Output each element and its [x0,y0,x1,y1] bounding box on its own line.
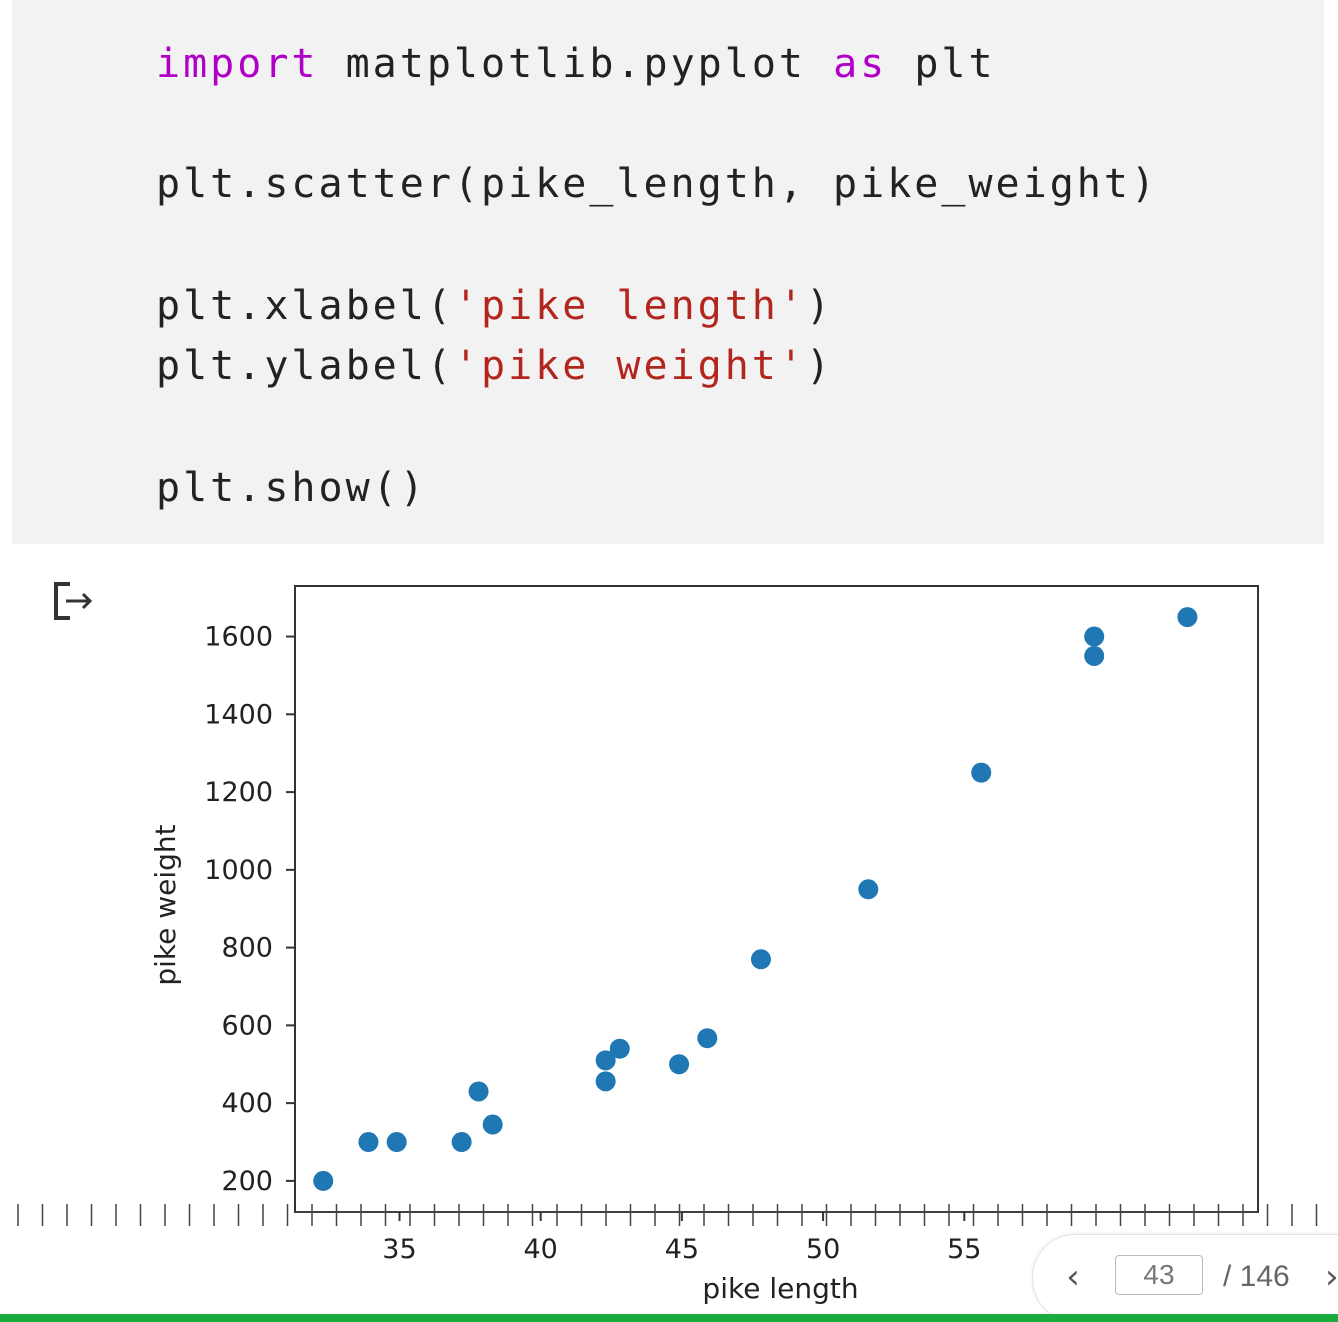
output-arrow-icon[interactable] [50,578,96,624]
y-tick-label: 600 [221,1010,273,1041]
code-line-ylabel: plt.ylabel('pike weight') [156,342,833,390]
xlabel-close: ) [805,283,834,329]
scatter-point [1084,626,1105,647]
plot-frame [294,585,1259,1213]
code-line-show: plt.show() [156,465,427,511]
scatter-point [858,879,879,900]
y-tick-label: 800 [221,933,273,964]
y-tick-label: 200 [221,1166,273,1197]
page-total: / 146 [1223,1260,1290,1293]
ylabel-string: 'pike weight' [453,343,806,389]
module-name: matplotlib.pyplot [318,41,834,87]
scatter-point [609,1038,630,1059]
x-tick-label: 50 [806,1234,840,1265]
scatter-point [595,1071,616,1092]
x-tick-label: 45 [665,1234,699,1265]
x-tick-label: 35 [382,1234,416,1265]
y-tick-label: 1400 [204,699,273,730]
scatter-point [595,1050,616,1071]
keyword-as: as [833,41,888,87]
scatter-point [1084,645,1105,666]
scatter-point [971,762,992,783]
scatter-point [451,1132,472,1153]
page-navigator: ‹ / 146 › [1032,1234,1338,1322]
keyword-import: import [156,41,319,87]
x-axis-label: pike length [702,1272,858,1305]
code-line-xlabel: plt.xlabel('pike length') [156,282,833,330]
scatter-point [313,1170,334,1191]
scatter-point [386,1132,407,1153]
code-line-import: import matplotlib.pyplot as plt [156,40,996,88]
scatter-point [750,949,771,970]
chevron-right-icon[interactable]: › [1325,1257,1338,1297]
y-tick-label: 1000 [204,855,273,886]
ylabel-call: plt.ylabel( [156,343,454,389]
page-number-input[interactable] [1115,1255,1203,1295]
x-tick-label: 55 [947,1234,981,1265]
y-tick-label: 400 [221,1088,273,1119]
y-axis-label: pike weight [149,824,182,985]
y-axis: 200 400 600 800 1000 1200 1400 1600 [204,622,295,1197]
scatter-point [482,1114,503,1135]
x-tick-label: 40 [524,1234,558,1265]
xlabel-string: 'pike length' [453,283,806,329]
x-axis: 35 40 45 50 55 [382,1212,981,1265]
code-line-scatter: plt.scatter(pike_length, pike_weight) [156,161,1159,207]
scatter-point [358,1132,379,1153]
ylabel-close: ) [805,343,834,389]
y-tick-label: 1600 [204,622,273,653]
code-cell[interactable]: import matplotlib.pyplot as plt plt.scat… [12,0,1324,544]
timeline-ruler [17,1204,1318,1226]
scatter-point [468,1081,489,1102]
xlabel-call: plt.xlabel( [156,283,454,329]
progress-bar [0,1314,1338,1322]
alias-name: plt [887,41,996,87]
scatter-point [1177,607,1198,628]
y-tick-label: 1200 [204,777,273,808]
scatter-point [669,1054,690,1075]
data-points [313,607,1198,1191]
chevron-left-icon[interactable]: ‹ [1066,1257,1080,1297]
scatter-point [697,1028,718,1049]
